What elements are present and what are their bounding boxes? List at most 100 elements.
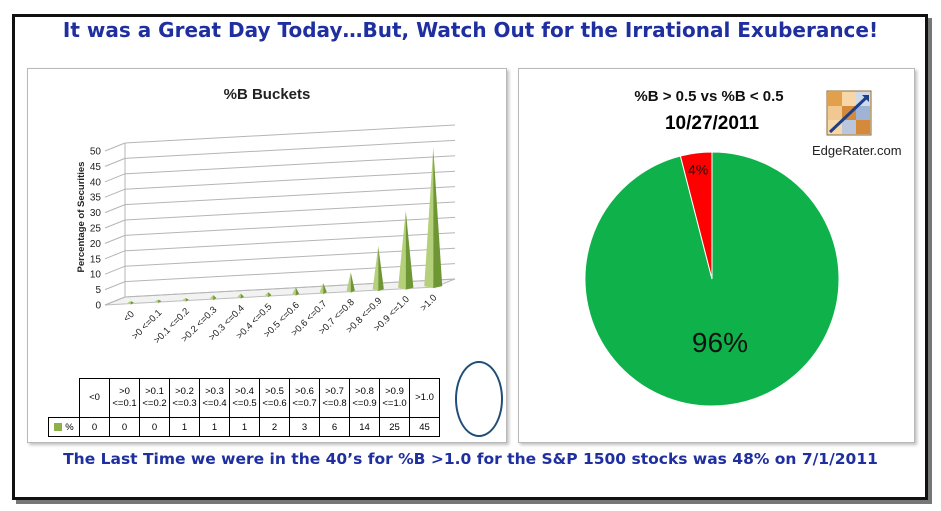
series-swatch bbox=[54, 422, 63, 431]
series-name: % bbox=[65, 421, 74, 433]
headline-bottom: The Last Time we were in the 40’s for %B… bbox=[63, 450, 878, 468]
table-header-line: <=0.8 bbox=[322, 398, 347, 409]
table-header-row: <0 >0 <=0.1 >0.1 <=0.2 >0.2 <=0.3 >0.3 <=0.4 >0.4… bbox=[49, 378, 440, 418]
gridline bbox=[104, 296, 126, 306]
bar bbox=[185, 298, 189, 302]
bar bbox=[350, 272, 355, 293]
table-header-cell: >0.7 <=0.8 bbox=[319, 378, 350, 418]
data-table: <0 >0 <=0.1 >0.1 <=0.2 >0.2 <=0.3 >0.3 <=0.4 >0.4… bbox=[48, 378, 440, 437]
table-header-line: >0.4 bbox=[235, 386, 254, 397]
table-header-line: <=0.9 bbox=[352, 398, 377, 409]
gridline bbox=[104, 173, 126, 183]
logo-text: EdgeRater.com bbox=[812, 143, 902, 158]
bar bbox=[292, 287, 296, 296]
table-header-line: >0.5 bbox=[265, 386, 284, 397]
gridline bbox=[124, 216, 456, 236]
bar bbox=[127, 301, 131, 305]
table-value-row: % 0 0 0 1 1 1 2 3 6 14 25 45 bbox=[48, 417, 440, 437]
pie-chart-title: %B > 0.5 vs %B < 0.5 bbox=[634, 88, 783, 105]
y-tick-label: 15 bbox=[90, 254, 102, 265]
table-value-cell: 25 bbox=[379, 417, 410, 437]
gridline bbox=[104, 250, 126, 260]
table-header-cell: >1.0 bbox=[409, 378, 440, 418]
pie-slice bbox=[679, 151, 713, 280]
table-value-cell: 0 bbox=[109, 417, 140, 437]
table-value-cell: 3 bbox=[289, 417, 320, 437]
bar bbox=[346, 272, 351, 293]
bar bbox=[319, 282, 324, 295]
bar bbox=[398, 210, 406, 290]
bar bbox=[268, 292, 272, 298]
bar bbox=[295, 287, 300, 296]
pie-chart-subtitle: 10/27/2011 bbox=[665, 113, 759, 134]
table-header-line: <=0.5 bbox=[232, 398, 257, 409]
table-header-line: >0.7 bbox=[325, 386, 344, 397]
y-tick-label: 5 bbox=[95, 285, 101, 296]
y-tick-label: 25 bbox=[90, 224, 102, 235]
bar-chart-title: %B Buckets bbox=[224, 86, 311, 103]
bar bbox=[210, 295, 214, 301]
gridline bbox=[104, 157, 126, 167]
table-header-line: >0.9 bbox=[385, 386, 404, 397]
table-header-line: <=1.0 bbox=[382, 398, 407, 409]
x-tick-label: >1.0 bbox=[418, 293, 439, 314]
bar bbox=[323, 282, 327, 295]
gridline bbox=[104, 188, 126, 198]
bar bbox=[378, 246, 384, 292]
gridline bbox=[124, 186, 456, 206]
y-tick-label: 20 bbox=[90, 239, 102, 250]
table-corner bbox=[49, 379, 80, 418]
gridline bbox=[124, 124, 456, 144]
table-header-cell: >0.8 <=0.9 bbox=[349, 378, 380, 418]
gridline bbox=[104, 204, 126, 214]
table-header-line: >0.6 bbox=[295, 386, 314, 397]
gridline bbox=[124, 263, 456, 283]
bar bbox=[130, 301, 134, 305]
gridline bbox=[104, 234, 126, 244]
table-header-line: <=0.2 bbox=[142, 398, 167, 409]
edgerater-logo-icon bbox=[826, 90, 872, 136]
table-header-line: >0 bbox=[119, 386, 130, 397]
table-value-cell: 6 bbox=[319, 417, 350, 437]
table-value-cell: 1 bbox=[199, 417, 230, 437]
y-tick-label: 50 bbox=[90, 147, 102, 158]
bar bbox=[265, 292, 269, 298]
y-tick-label: 30 bbox=[90, 208, 102, 219]
gridline bbox=[104, 281, 126, 291]
gridline bbox=[124, 232, 456, 252]
gridline bbox=[104, 265, 126, 275]
table-header-line: <=0.4 bbox=[202, 398, 227, 409]
bar bbox=[424, 147, 434, 289]
bar bbox=[372, 246, 379, 292]
table-header-line: <=0.7 bbox=[292, 398, 317, 409]
gridline bbox=[104, 142, 126, 152]
table-header-line: <=0.1 bbox=[112, 398, 137, 409]
gridline bbox=[124, 139, 456, 159]
y-tick-label: 10 bbox=[90, 270, 102, 281]
bar-chart: %B Buckets 0 5 10 15 20 25 30 35 40 45 50Percentage… bbox=[76, 86, 456, 346]
bar bbox=[405, 210, 414, 290]
headline-top: It was a Great Day Today…But, Watch Out … bbox=[62, 18, 879, 42]
table-header-line: >0.8 bbox=[355, 386, 374, 397]
bar bbox=[240, 293, 244, 299]
pie-slice-label: 96% bbox=[692, 327, 748, 358]
table-value-cell: 1 bbox=[229, 417, 260, 437]
table-header-line: <=0.3 bbox=[172, 398, 197, 409]
table-header-cell: >0.6 <=0.7 bbox=[289, 378, 320, 418]
bar bbox=[237, 293, 241, 299]
table-header-cell: >0.2 <=0.3 bbox=[169, 378, 200, 418]
table-header-cell: >0.4 <=0.5 bbox=[229, 378, 260, 418]
y-axis-label: Percentage of Securities bbox=[76, 162, 87, 273]
gridline bbox=[124, 170, 456, 190]
pie-slice-label: 4% bbox=[688, 161, 708, 177]
x-tick-label: <0 bbox=[121, 309, 136, 324]
bar bbox=[213, 295, 217, 301]
y-tick-label: 0 bbox=[95, 301, 101, 312]
table-header-cell: <0 bbox=[79, 378, 110, 418]
y-tick-label: 35 bbox=[90, 193, 102, 204]
table-header-cell: >0.9 <=1.0 bbox=[379, 378, 410, 418]
gridline bbox=[124, 247, 456, 267]
table-value-cell: 0 bbox=[139, 417, 170, 437]
table-header-cell: >0.1 <=0.2 bbox=[139, 378, 170, 418]
bar bbox=[433, 147, 443, 289]
